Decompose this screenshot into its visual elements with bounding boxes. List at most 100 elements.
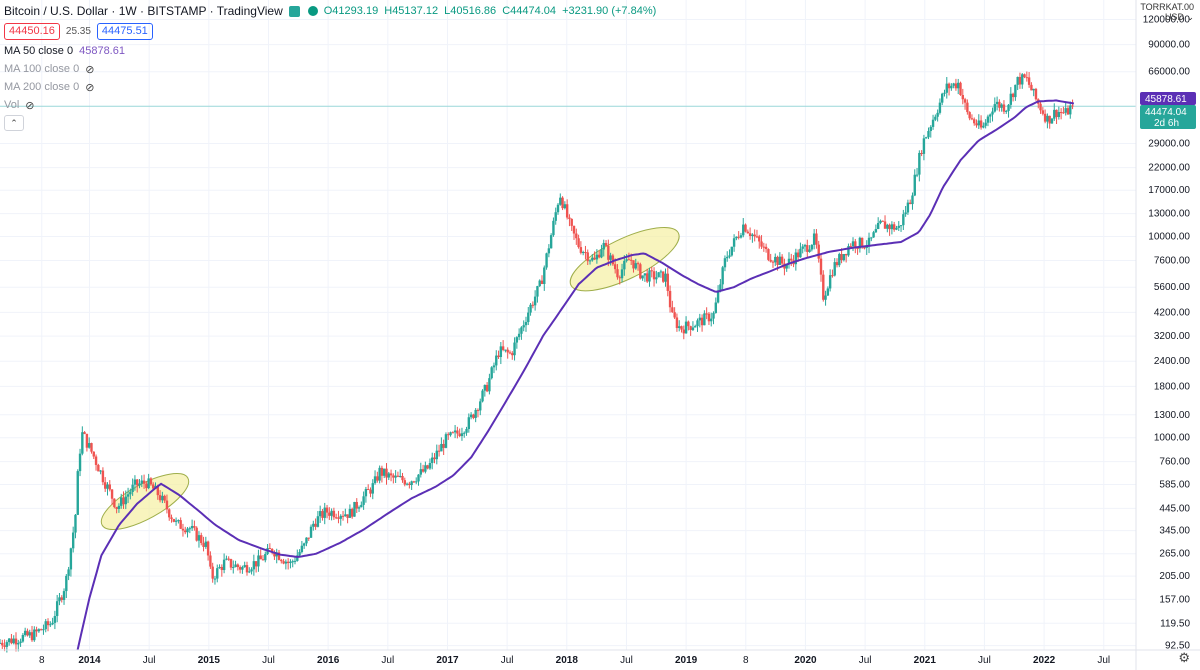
candle-up [309,526,313,538]
x-tick-label: 2018 [556,655,579,666]
candle-down [860,237,864,248]
candle-up [520,327,523,334]
candle-down [892,224,896,230]
candle-up [625,259,628,261]
candle-up [378,467,381,481]
candle-down [286,561,290,564]
candle-down [771,261,775,263]
ma50-row[interactable]: MA 50 close 0 45878.61 [4,42,659,60]
candle-down [575,233,578,239]
candle-up [174,520,178,522]
candle-down [687,321,690,327]
eye-hidden-icon[interactable]: ⊘ [85,81,95,94]
candle-down [586,252,589,262]
eye-hidden-icon[interactable]: ⊘ [85,63,95,76]
candle-up [851,241,855,247]
candle-up [924,137,928,139]
candle-up [78,453,82,472]
candle-up [785,264,788,269]
x-tick-label: Jul [620,655,633,666]
candle-up [289,561,292,564]
candle-up [264,554,267,561]
ma200-row[interactable]: MA 200 close 0 ⊘ [4,78,659,96]
candle-up [1046,115,1049,122]
sell-button[interactable]: 44450.16 [4,22,60,40]
ma100-row[interactable]: MA 100 close 0 ⊘ [4,60,659,78]
candle-down [83,432,86,434]
candle-up [620,269,624,279]
candle-down [920,152,923,154]
candle-down [650,270,653,272]
eye-hidden-icon[interactable]: ⊘ [25,99,35,112]
candle-down [758,236,761,242]
ma200-label: MA 200 close 0 [4,81,80,93]
candle-down [611,255,615,265]
candle-down [376,476,379,481]
y-tick-label: 119.50 [1160,618,1190,629]
y-tick-label: 22000.00 [1148,163,1190,174]
candle-down [671,307,674,313]
candle-down [970,118,974,120]
candle-down [142,480,146,484]
candle-up [190,525,194,529]
x-tick-label: 2019 [675,655,698,666]
y-tick-label: 2400.00 [1154,356,1191,367]
price-scale-top-label: TORRKAT.00 [1140,2,1194,12]
time-axis[interactable]: 8 2014 Jul 2015 Jul 2016 Jul 2017 Jul 2018 Jul 2019… [0,649,1200,666]
candle-down [337,517,340,519]
candle-up [186,528,189,533]
candle-up [252,561,256,570]
ma50-line [76,99,1075,651]
settings-gear-icon[interactable]: ⚙ [1178,650,1190,665]
candle-down [122,497,125,505]
candle-up [952,83,955,86]
candle-up [858,237,862,249]
candle-up [547,248,551,254]
candle-up [504,349,507,351]
vol-row[interactable]: Vol ⊘ [4,96,659,114]
candle-up [1007,104,1010,111]
candle-up [902,214,905,226]
candle-down [236,564,240,568]
candle-down [350,508,354,517]
candle-up [515,337,519,343]
candle-down [26,630,29,636]
candle-down [476,409,480,411]
candle-up [657,272,660,278]
x-tick-label: 8 [743,655,749,666]
currency-label[interactable]: USD ⌄ [1140,12,1194,22]
candle-up [986,116,990,123]
candle-up [641,275,644,279]
candle-up [865,246,868,249]
candle-up [161,495,164,501]
collapse-legend-button[interactable]: ⌃ [4,115,24,131]
candle-down [442,443,445,448]
candle-up [922,138,926,154]
candle-down [1,642,4,646]
candle-up [719,284,722,291]
candle-up [399,475,402,477]
candle-down [421,469,425,472]
currency-value: USD [1164,12,1184,22]
candle-down [705,313,708,315]
candle-down [90,443,93,452]
candle-up [698,317,701,321]
candle-up [218,566,221,569]
candle-down [245,565,249,573]
candle-up [929,126,932,132]
candle-down [447,434,450,436]
candle-down [321,511,324,518]
candle-up [415,481,418,483]
candle-down [881,220,884,222]
candle-up [838,254,841,266]
candle-up [23,630,27,636]
candle-down [540,280,544,284]
buy-button[interactable]: 44475.51 [96,22,153,40]
ohlc-values: O41293.19 H45137.12 L40516.86 C44474.04 … [324,5,660,17]
candle-up [778,256,782,265]
candle-up [648,270,651,282]
ma50-value: 45878.61 [79,45,125,57]
symbol-title[interactable]: Bitcoin / U.S. Dollar · 1W · BITSTAMP · … [4,4,283,18]
currency-selector[interactable]: TORRKAT.00 USD ⌄ [1140,2,1194,22]
